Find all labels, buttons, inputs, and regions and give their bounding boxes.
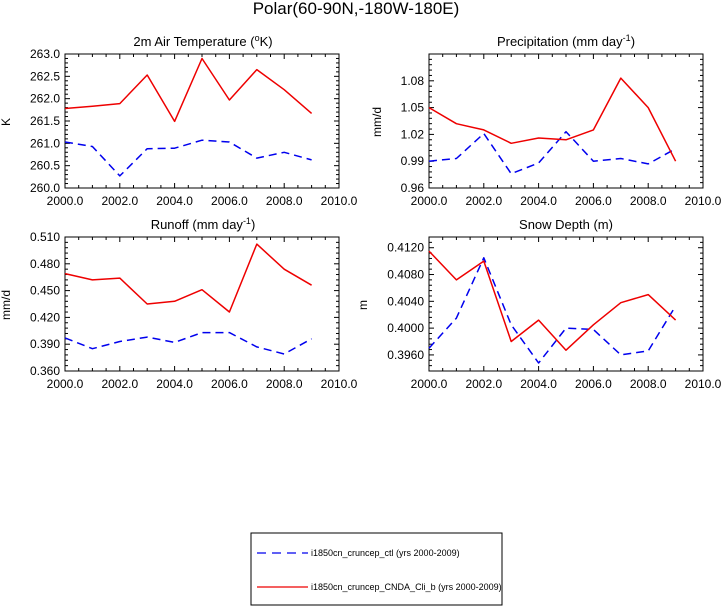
series-line-cnda-air-temperature [64,57,313,123]
plot-frame-precipitation [428,53,704,189]
y-tick-label: 0.480 [30,257,60,271]
x-tick-label: 2008.0 [266,377,303,391]
x-tick-label: 2000.0 [47,377,84,391]
x-tick-label: 2006.0 [211,377,248,391]
y-tick-label: 0.96 [401,181,425,195]
y-axis-label-air-temperature: K [0,118,13,126]
series-line-ctl-precipitation [428,130,676,175]
x-tick-label: 2002.0 [101,194,138,208]
panel-title-precipitation: Precipitation (mm day-1) [497,33,635,49]
legend-label-cnda: i1850cn_cruncep_CNDA_Cli_b (yrs 2000-200… [311,582,502,592]
x-tick-label: 2002.0 [465,194,502,208]
x-tick-label: 2008.0 [266,194,303,208]
plot-frame-air-temperature [64,53,340,189]
y-tick-label: 0.4080 [387,268,424,282]
x-tick-label: 2004.0 [156,194,193,208]
y-tick-label: 262.5 [30,69,60,83]
series-line-cnda-runoff [64,243,312,313]
panel-precipitation: Precipitation (mm day-1) mm/d 2000.0 2002… [370,33,721,208]
x-tick-label: 2004.0 [156,377,193,391]
y-tick-label: 0.4000 [387,321,424,335]
y-tick-label: 0.4120 [387,241,424,255]
x-tick-label: 2010.0 [321,377,358,391]
legend-box [250,532,503,606]
y-tick-label: 1.02 [401,127,425,141]
x-tick-label: 2010.0 [321,194,358,208]
x-tick-label: 2008.0 [630,377,667,391]
panel-title-air-temperature: 2m Air Temperature (oK) [133,33,272,49]
x-tick-label: 2002.0 [465,377,502,391]
y-tick-label: 0.99 [401,154,425,168]
x-tick-label: 2000.0 [47,194,84,208]
x-tick-label: 2004.0 [520,194,557,208]
series-line-ctl-runoff [64,331,312,355]
y-tick-label: 0.4040 [387,294,424,308]
y-tick-label: 1.08 [401,74,425,88]
x-tick-label: 2006.0 [575,377,612,391]
x-tick-label: 2000.0 [411,377,448,391]
y-axis-label-snow-depth: m [356,300,370,310]
y-tick-label: 0.510 [30,230,60,244]
panel-runoff: Runoff (mm day-1) mm/d 2000.0 2002.0 2004.… [0,216,358,391]
series-line-ctl-air-temperature [64,139,312,177]
panel-air-temperature: 2m Air Temperature (oK) K 2000.0 2002.0 20… [0,33,358,208]
legend: i1850cn_cruncep_ctl (yrs 2000-2009) i185… [250,532,503,606]
panel-snow-depth: Snow Depth (m) m 2000.0 2002.0 2004.0 2006.… [356,217,721,391]
y-tick-label: 1.05 [401,101,425,115]
y-tick-label: 260.0 [30,181,60,195]
legend-label-ctl: i1850cn_cruncep_ctl (yrs 2000-2009) [311,548,460,558]
y-tick-label: 0.390 [30,337,60,351]
y-axis-label-precipitation: mm/d [370,107,384,137]
x-tick-label: 2008.0 [630,194,667,208]
plot-frame-runoff [64,236,340,372]
y-tick-label: 0.450 [30,284,60,298]
x-tick-label: 2010.0 [685,194,721,208]
x-tick-label: 2000.0 [411,194,448,208]
series-line-cnda-precipitation [428,77,677,162]
series-line-cnda-snow-depth [428,250,677,351]
figure-title: Polar(60-90N,-180W-180E) [253,0,460,18]
series-line-ctl-snow-depth [428,257,677,364]
y-tick-label: 0.3960 [387,348,424,362]
x-tick-label: 2006.0 [575,194,612,208]
y-tick-label: 261.0 [30,136,60,150]
panel-title-snow-depth: Snow Depth (m) [519,217,613,232]
x-tick-label: 2006.0 [211,194,248,208]
y-tick-label: 263.0 [30,47,60,61]
y-tick-label: 0.360 [30,364,60,378]
y-tick-label: 260.5 [30,159,60,173]
y-axis-label-runoff: mm/d [0,290,13,320]
x-tick-label: 2010.0 [685,377,721,391]
y-tick-label: 261.5 [30,114,60,128]
x-tick-label: 2002.0 [101,377,138,391]
panel-title-runoff: Runoff (mm day-1) [151,216,256,232]
y-tick-label: 262.0 [30,92,60,106]
x-tick-label: 2004.0 [520,377,557,391]
y-tick-label: 0.420 [30,310,60,324]
